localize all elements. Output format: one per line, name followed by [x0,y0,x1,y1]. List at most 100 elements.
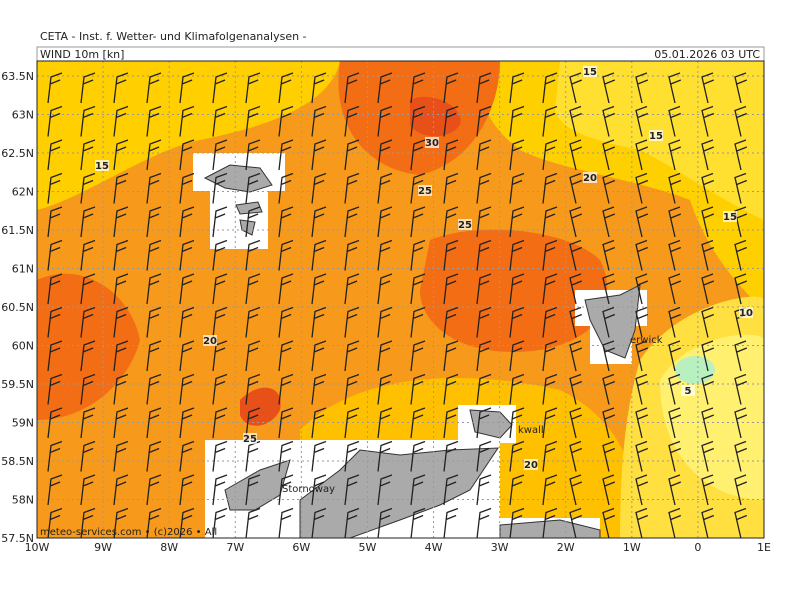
barb-stroke [179,273,195,305]
wind-barb [476,407,492,439]
wind-barb [701,72,715,104]
barb-stroke [734,239,748,271]
barb-stroke [212,206,228,238]
barb-stroke [311,306,327,338]
barb-stroke [668,407,682,439]
wind-barb [311,72,327,104]
barb-stroke [668,440,682,472]
barb-stroke [476,172,492,204]
wind-barb [443,373,459,405]
barb-stroke [278,340,294,372]
wind-barb [569,440,583,472]
contour-label: 30 [425,138,439,149]
wind-barb [278,306,294,338]
wind-barb [80,340,96,372]
barb-stroke [377,172,393,204]
barb-stroke [245,72,261,104]
wind-barb [602,507,616,538]
barb-stroke [602,105,616,137]
barb-stroke [635,306,649,338]
wind-barb [212,440,228,472]
barb-stroke [245,273,261,305]
wind-barb [701,273,715,305]
barb-stroke [113,172,129,204]
barb-stroke [569,172,583,204]
barb-stroke [635,206,649,238]
wind-barb [635,440,649,472]
wind-barb [344,407,360,439]
barb-stroke [344,373,360,405]
barb-stroke [245,206,261,238]
wind-barb [179,340,195,372]
barb-stroke [344,206,360,238]
barb-stroke [410,507,426,538]
barb-stroke [410,373,426,405]
wind-barb [47,239,63,271]
barb-stroke [443,507,459,538]
wind-barb [734,440,748,472]
barb-stroke [278,407,294,439]
contour-label-bg [723,211,737,222]
wind-barb [701,373,715,405]
contour-label-bg [739,307,753,318]
wind-barb [602,306,616,338]
barb-stroke [734,72,748,104]
wind-barb [344,373,360,405]
barb-stroke [734,340,748,372]
barb-stroke [509,172,525,204]
wind-barb [179,373,195,405]
barb-stroke [476,105,492,137]
wind-barb [701,340,715,372]
wind-barb [443,105,459,137]
wind-barb [602,373,616,405]
contour-label: 15 [95,161,109,172]
wind-barb [212,239,228,271]
barb-stroke [569,407,583,439]
barb-stroke [410,407,426,439]
barb-stroke [245,474,261,506]
wind-barb [509,474,525,506]
barb-stroke [542,72,558,104]
barb-stroke [635,440,649,472]
wind-barb [443,440,459,472]
barb-stroke [212,139,228,171]
barb-stroke [701,407,715,439]
wind-barb [179,306,195,338]
wind-barb [635,105,649,137]
barb-stroke [701,507,715,538]
contour-label-bg [649,130,663,141]
barb-stroke [443,474,459,506]
barb-stroke [113,407,129,439]
barb-stroke [146,373,162,405]
barb-stroke [212,306,228,338]
barb-stroke [734,440,748,472]
barb-stroke [344,172,360,204]
wind-barb [146,206,162,238]
lon-label: 5W [359,541,377,554]
wind-barb [509,239,525,271]
contour-label: 25 [418,186,432,197]
barb-stroke [377,340,393,372]
barb-stroke [245,507,261,538]
barb-stroke [476,306,492,338]
barb-stroke [311,273,327,305]
lat-label: 57.5N [1,532,34,545]
wind-barb [476,373,492,405]
barb-stroke [212,239,228,271]
barb-stroke [701,306,715,338]
wind-barb [410,474,426,506]
wind-barb [179,239,195,271]
barb-stroke [602,340,616,372]
barb-stroke [701,105,715,137]
barb-stroke [47,507,63,538]
wind-barb [146,407,162,439]
wind-barb [734,72,748,104]
barb-stroke [668,105,682,137]
barb-stroke [542,407,558,439]
barb-stroke [146,407,162,439]
wind-barb [344,340,360,372]
barb-stroke [212,507,228,538]
barb-stroke [509,306,525,338]
contour-label: 25 [243,434,257,445]
